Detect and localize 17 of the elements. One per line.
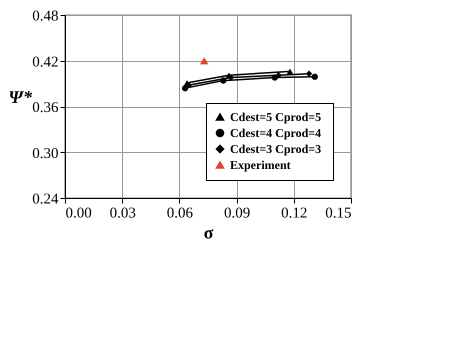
x-axis-title: σ	[204, 222, 214, 242]
y-tick-label: 0.48	[32, 8, 58, 24]
legend-label: Cdest=5 Cprod=5	[230, 110, 322, 124]
x-tick-label: 0.12	[281, 206, 308, 222]
legend-label: Experiment	[230, 158, 291, 172]
x-tick-label: 0.03	[110, 206, 136, 222]
legend-label: Cdest=4 Cprod=4	[230, 126, 322, 140]
y-axis-title: Ψ*	[8, 87, 33, 107]
x-tick-label: 0.09	[224, 206, 250, 222]
y-tick-label: 0.24	[32, 192, 59, 208]
y-tick-label: 0.36	[32, 100, 59, 116]
x-tick-label: 0.06	[166, 206, 194, 222]
y-tick-label: 0.42	[32, 54, 58, 70]
x-tick-label: 0.15	[325, 206, 352, 222]
x-tick-label: 0.00	[66, 206, 92, 222]
legend-label: Cdest=3 Cprod=3	[230, 142, 322, 156]
y-tick-label: 0.30	[32, 146, 58, 162]
